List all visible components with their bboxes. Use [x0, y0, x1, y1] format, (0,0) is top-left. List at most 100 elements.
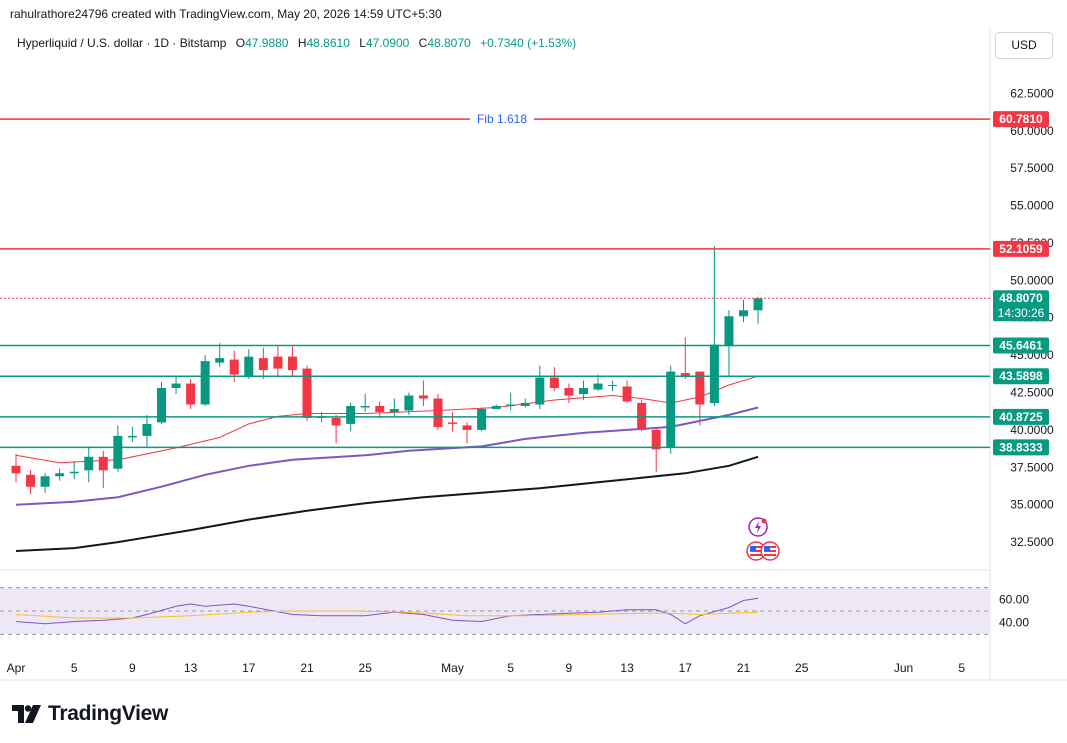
candle-body — [229, 359, 239, 375]
flag-stripe — [750, 552, 763, 554]
price-tick-label: 55.0000 — [1010, 199, 1054, 213]
support-level-value: 38.8333 — [999, 440, 1043, 454]
close-label: C — [418, 36, 428, 50]
candle-body — [695, 371, 705, 405]
support-level-value: 45.6461 — [999, 338, 1043, 352]
price-tick-label: 35.0000 — [1010, 498, 1054, 512]
support-level-tag — [993, 337, 1049, 354]
ema200-line — [15, 455, 759, 552]
support-level-value: 43.5898 — [999, 369, 1043, 383]
candle-body — [258, 358, 268, 371]
candle-body — [215, 358, 225, 363]
time-tick-label: 9 — [129, 661, 136, 675]
candle-body — [404, 395, 414, 411]
candle-body — [98, 456, 108, 471]
candle-body — [84, 456, 94, 471]
time-tick-label: 5 — [507, 661, 514, 675]
candle-body — [753, 298, 763, 311]
candle-countdown: 14:30:26 — [998, 306, 1045, 320]
top-bar: rahulrathore24796 created with TradingVi… — [0, 0, 1067, 28]
candle-body — [418, 395, 428, 399]
candle-body — [389, 408, 399, 412]
time-tick-label: 9 — [566, 661, 573, 675]
resistance-level-tag — [993, 111, 1049, 128]
candle-body — [186, 383, 196, 405]
candle-body — [142, 423, 152, 436]
candle-body — [593, 383, 603, 390]
us-flag-event-icon[interactable] — [760, 541, 780, 561]
candle-body — [739, 310, 748, 317]
candle-body — [346, 405, 356, 424]
candle-body — [578, 388, 588, 395]
rsi-line — [15, 597, 759, 625]
price-tick-label: 32.5000 — [1010, 535, 1054, 549]
candle-body — [564, 388, 574, 396]
support-level-value: 40.8725 — [999, 410, 1043, 424]
fib-label: Fib 1.618 — [477, 112, 527, 126]
price-tick-label: 50.0000 — [1010, 273, 1054, 287]
low-label: L — [359, 36, 366, 50]
candle-body — [666, 371, 676, 448]
current-price-tag — [993, 290, 1049, 322]
high-value: 48.8610 — [306, 36, 350, 50]
chart-credit: rahulrathore24796 created with TradingVi… — [10, 7, 442, 21]
price-change: +0.7340 (+1.53%) — [480, 36, 577, 50]
flag-stripe — [764, 552, 777, 554]
lightning-event-icon[interactable] — [748, 517, 768, 537]
rsi-tick-label: 60.00 — [999, 592, 1029, 606]
tradingview-logo[interactable]: TradingView — [12, 701, 168, 727]
flag-canton — [764, 546, 771, 551]
rsi-tick-label: 40.00 — [999, 616, 1029, 630]
flag-canton — [750, 546, 757, 551]
candle-body — [535, 377, 545, 405]
candle-body — [506, 404, 516, 406]
time-tick-label: 13 — [620, 661, 634, 675]
time-tick-label: 13 — [184, 661, 198, 675]
price-tick-label: 62.5000 — [1010, 86, 1054, 100]
time-tick-label: Apr — [7, 661, 26, 675]
symbol-name[interactable]: Hyperliquid / U.S. dollar · 1D · Bitstam… — [17, 36, 227, 50]
currency-button[interactable]: USD — [995, 32, 1053, 59]
notification-dot — [761, 518, 767, 524]
candle-body — [40, 476, 50, 487]
lightning-icon-bolt — [755, 521, 762, 533]
candle-body — [360, 405, 370, 408]
candle-body — [622, 386, 632, 402]
rsi-ma-line — [15, 610, 759, 619]
time-tick-label: Jun — [894, 661, 913, 675]
time-tick-label: 21 — [300, 661, 314, 675]
tradingview-logo-icon — [12, 705, 41, 723]
ema20-line — [15, 375, 759, 464]
resistance-level-tag — [993, 240, 1049, 257]
price-tick-label: 60.0000 — [1010, 124, 1054, 138]
us-flag-event-icon[interactable] — [746, 541, 766, 561]
candle-body — [113, 435, 123, 469]
candle-body — [651, 429, 661, 450]
time-tick-label: May — [441, 661, 464, 675]
resistance-level-value: 52.1059 — [999, 242, 1043, 256]
low-value: 47.0900 — [365, 36, 410, 50]
candle-body — [157, 388, 166, 423]
candle-body — [491, 405, 501, 409]
candle-body — [244, 356, 254, 377]
candle-body — [520, 402, 530, 406]
price-tick-label: 40.0000 — [1010, 423, 1054, 437]
candle-body — [26, 474, 36, 487]
brand-name: TradingView — [48, 702, 169, 725]
time-tick-label: 5 — [958, 661, 965, 675]
candle-body — [709, 344, 719, 403]
candle-body — [55, 473, 65, 477]
close-value: 48.8070 — [427, 36, 471, 50]
current-price-value: 48.8070 — [999, 291, 1043, 305]
time-tick-label: 25 — [795, 661, 809, 675]
candle-body — [375, 405, 385, 412]
candle-body — [680, 373, 690, 377]
support-level-tag — [993, 439, 1049, 456]
support-level-tag — [993, 408, 1049, 425]
ema50-line — [15, 406, 759, 506]
candle-body — [287, 356, 297, 371]
symbol-legend: Hyperliquid / U.S. dollar · 1D · Bitstam… — [17, 36, 576, 50]
candle-body — [11, 465, 21, 474]
support-level-tag — [993, 368, 1049, 385]
